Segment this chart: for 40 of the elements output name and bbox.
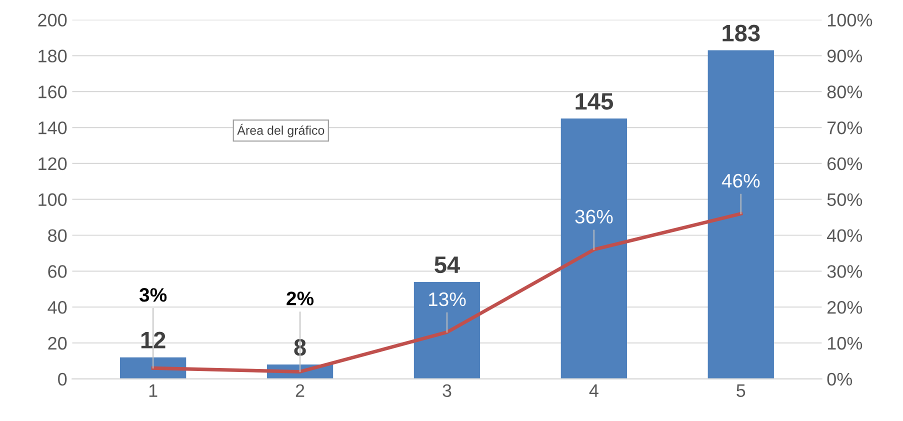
y-tick-label: 140 bbox=[38, 121, 67, 134]
y-tick-label: 0 bbox=[58, 372, 67, 386]
y2-tick-label: 20% bbox=[828, 301, 862, 314]
y2-tick-label: 50% bbox=[827, 193, 862, 206]
y2-tick-label: 100% bbox=[828, 14, 872, 27]
y2-tick-label: 40% bbox=[827, 229, 862, 242]
y2-tick-label: 80% bbox=[827, 86, 862, 98]
bar bbox=[708, 50, 774, 379]
y2-tick-label: 10% bbox=[828, 336, 862, 350]
data-label: 13% bbox=[429, 292, 466, 306]
y-tick-label: 120 bbox=[38, 157, 67, 170]
y-tick-label: 180 bbox=[38, 50, 67, 62]
bar bbox=[560, 118, 628, 379]
y2-tick-label: 90% bbox=[827, 50, 862, 62]
y-tick-label: 40 bbox=[48, 301, 67, 314]
x-tick-label: 1 bbox=[149, 384, 158, 397]
x-tick-label: 2 bbox=[296, 384, 304, 397]
y2-tick-label: 70% bbox=[828, 121, 862, 134]
y-tick-label: 160 bbox=[38, 86, 67, 98]
y-tick-label: 60 bbox=[48, 265, 67, 278]
data-label: 145 bbox=[576, 93, 613, 110]
x-tick-label: 5 bbox=[736, 384, 746, 398]
y2-tick-label: 30% bbox=[827, 265, 862, 278]
y-tick-label: 80 bbox=[48, 229, 67, 242]
y2-tick-label: 0% bbox=[827, 372, 852, 386]
y-tick-label: 100 bbox=[38, 193, 67, 206]
data-label: 12 bbox=[141, 332, 166, 348]
y-tick-label: 20 bbox=[48, 336, 67, 350]
data-label: 183 bbox=[722, 24, 760, 42]
annotation: Área del gráfico bbox=[237, 124, 324, 138]
y2-tick-label: 60% bbox=[828, 157, 862, 170]
data-label: 54 bbox=[434, 256, 460, 274]
x-tick-label: 3 bbox=[442, 384, 452, 398]
bar bbox=[414, 282, 480, 379]
y-tick-label: 200 bbox=[38, 14, 67, 27]
data-label: 46% bbox=[722, 174, 760, 188]
data-label: 2% bbox=[286, 292, 314, 306]
data-label: 36% bbox=[575, 210, 613, 224]
x-tick-label: 4 bbox=[589, 384, 598, 397]
data-label: 3% bbox=[139, 288, 167, 302]
